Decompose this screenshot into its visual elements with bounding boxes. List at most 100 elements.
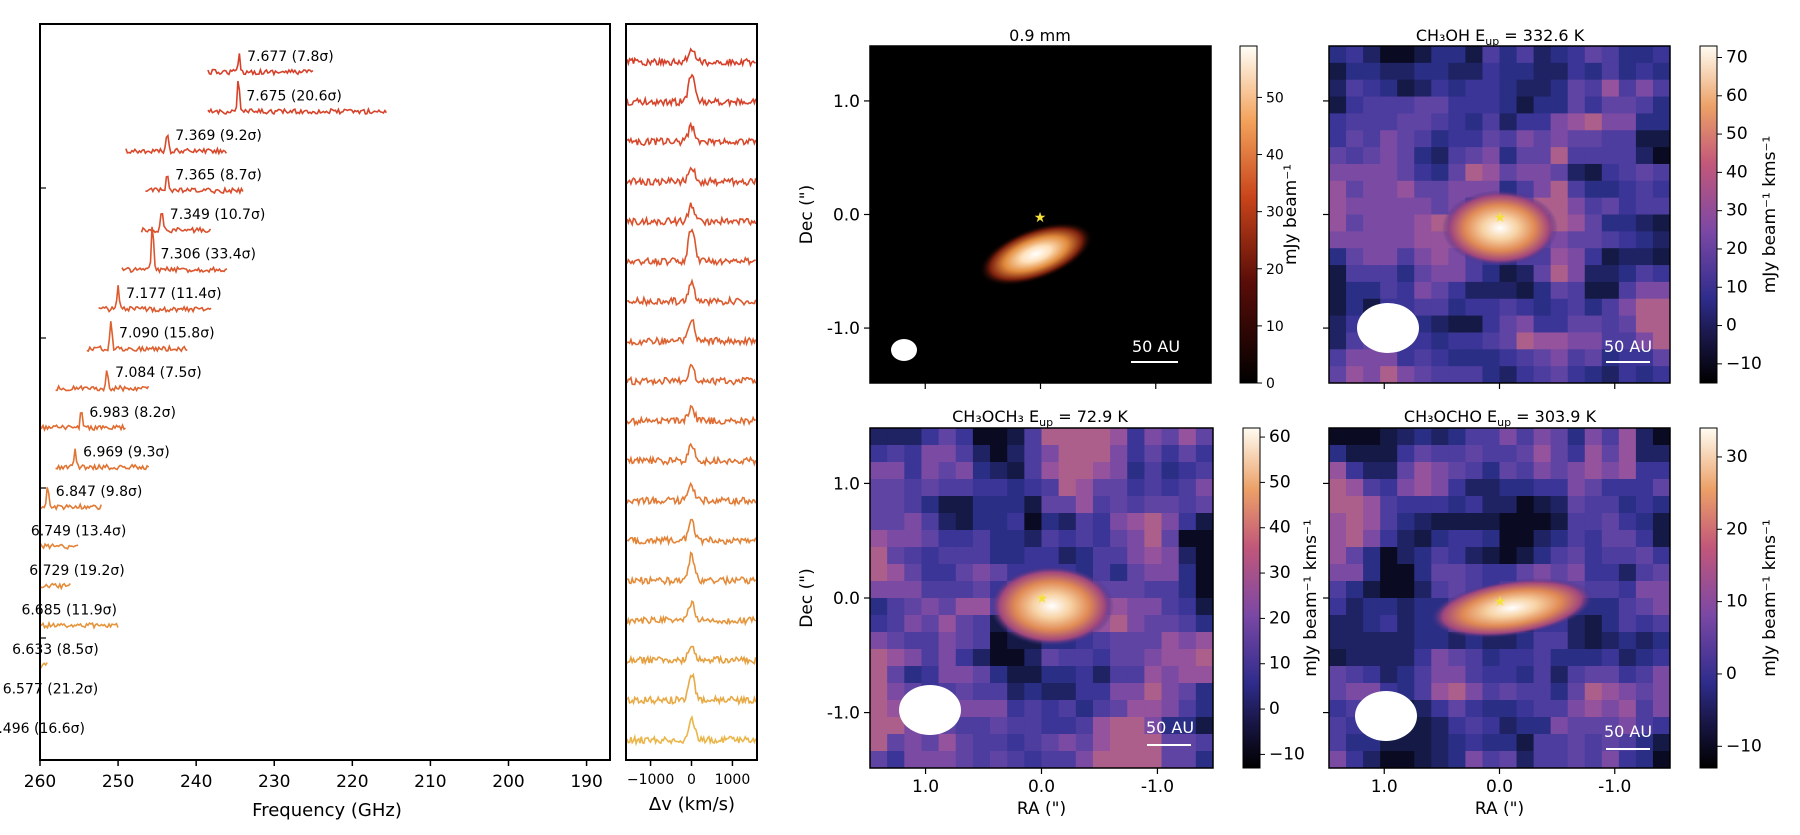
colorbar-tick-label: 40 <box>1269 518 1291 538</box>
map-x-tick-label: 0.0 <box>1486 777 1513 797</box>
colorbar-tick-label: 20 <box>1726 239 1748 259</box>
velocity-trace <box>626 645 757 666</box>
spectrum-trace <box>40 411 126 433</box>
colorbars: 0 10 20 30 40 50 mJy beam⁻¹ −10 0 10 20 30 40 50 60 70 m… <box>1239 45 1780 769</box>
source-star-icon: ★ <box>1494 210 1507 226</box>
velocity-trace <box>626 121 757 148</box>
colorbar-tick-label: 20 <box>1269 608 1291 628</box>
colorbar-tick-label: 0 <box>1266 376 1275 392</box>
map-y-tick-label: 1.0 <box>833 474 860 494</box>
spectrum-label: 7.349 (10.7σ) <box>170 207 266 223</box>
map-x-tick-label: 1.0 <box>912 777 939 797</box>
colorbar-label: mJy beam⁻¹ kms⁻¹ <box>1760 136 1780 294</box>
spectrum-label: 6.729 (19.2σ) <box>29 563 125 579</box>
colorbar-tick-label: 0 <box>1726 316 1737 336</box>
velocity-trace <box>626 166 757 188</box>
colorbar-tick-label: 20 <box>1266 262 1284 278</box>
colorbar-label: mJy beam⁻¹ kms⁻¹ <box>1760 519 1780 677</box>
colorbar-tick-label: 30 <box>1726 447 1748 467</box>
spectra-x-tick-label: 210 <box>414 772 446 792</box>
map-continuum-title: 0.9 mm <box>1009 26 1071 45</box>
colorbar-tick-label: −10 <box>1726 354 1762 374</box>
spectrum-trace <box>98 285 212 314</box>
spectrum-trace <box>40 542 79 550</box>
map-x-tick-label: -1.0 <box>1141 777 1174 797</box>
spectra-line-labels: 7.677 (7.8σ) 7.675 (20.6σ) 7.369 (9.2σ) 7.3… <box>0 49 342 737</box>
spectrum-trace <box>121 226 228 275</box>
colorbar-tick-label: 60 <box>1726 86 1748 106</box>
spectra-x-tick-label: 260 <box>24 772 56 792</box>
spectrum-trace <box>55 370 150 393</box>
spectrum-label: 7.677 (7.8σ) <box>247 49 334 65</box>
map-ch3och3-beam <box>899 685 961 735</box>
colorbar-label: mJy beam⁻¹ <box>1281 164 1301 265</box>
spectrum-trace <box>40 620 119 630</box>
map-ch3ocho-image <box>1329 428 1670 768</box>
spectrum-trace <box>40 487 102 511</box>
map-continuum-image <box>870 46 1211 383</box>
colorbar-tick-label: 10 <box>1726 277 1748 297</box>
colorbar-tick-label: 0 <box>1726 664 1737 684</box>
spectra-traces <box>40 53 388 669</box>
colorbar <box>1239 45 1258 384</box>
map-x-tick-label: 0.0 <box>1028 777 1055 797</box>
map-ch3ocho: CH₃OCHO Eup = 303.9 K 50 AU ★ <box>1328 407 1671 769</box>
colorbar <box>1699 45 1718 384</box>
map-x-tick-label: -1.0 <box>1598 777 1631 797</box>
spectrum-label: 7.675 (20.6σ) <box>246 89 342 105</box>
source-star-icon: ★ <box>1036 591 1049 607</box>
spectrum-trace <box>86 321 188 353</box>
ch3och3-emission <box>990 566 1114 646</box>
velocity-xlabel: Δv (km/s) <box>649 794 735 815</box>
colorbar-tick-label: 60 <box>1269 427 1291 447</box>
map-y-tick-label: -1.0 <box>827 704 860 724</box>
spectrum-label: 6.496 (16.6σ) <box>0 721 85 737</box>
spectrum-label: 6.847 (9.8σ) <box>56 484 143 500</box>
map-ch3ocho-scalebar-label: 50 AU <box>1604 722 1652 741</box>
velocity-x-tick-label: −1000 <box>627 772 674 788</box>
source-star-icon: ★ <box>1034 210 1047 226</box>
colorbar-tick-label: 10 <box>1726 592 1748 612</box>
velocity-trace <box>626 518 757 547</box>
velocity-trace <box>626 672 757 707</box>
map-ylabel: Dec (") <box>797 568 817 627</box>
velocity-trace <box>626 481 757 508</box>
map-ch3oh-image <box>1329 46 1670 383</box>
colorbar-tick-label: 50 <box>1266 90 1284 106</box>
spectrum-label: 6.749 (13.4σ) <box>31 523 127 539</box>
colorbar-tick-label: 10 <box>1269 654 1291 674</box>
colorbar-tick-label: 30 <box>1726 201 1748 221</box>
spectra-x-tick-label: 250 <box>102 772 134 792</box>
map-continuum-scalebar-label: 50 AU <box>1132 337 1180 356</box>
map-x-tick-label: 1.0 <box>1371 777 1398 797</box>
source-star-icon: ★ <box>1494 594 1507 610</box>
velocity-x-tick-label: 0 <box>687 772 696 788</box>
spectra-x-tick-label: 240 <box>180 772 212 792</box>
spectrum-label: 6.685 (11.9σ) <box>21 602 117 618</box>
velocity-traces <box>626 47 757 747</box>
spectrum-label: 6.633 (8.5σ) <box>12 642 99 658</box>
spectra-x-tick-label: 200 <box>492 772 524 792</box>
velocity-x-tick-label: 1000 <box>715 772 751 788</box>
map-ch3och3-scalebar-label: 50 AU <box>1146 718 1194 737</box>
continuum-emission <box>978 222 1094 286</box>
map-ch3och3: CH₃OCH₃ Eup = 72.9 K 50 AU ★ <box>869 407 1214 769</box>
spectrum-trace <box>125 133 228 156</box>
map-ch3och3-title: CH₃OCH₃ Eup = 72.9 K <box>952 407 1128 429</box>
spectra-panel: 7.677 (7.8σ) 7.675 (20.6σ) 7.369 (9.2σ) 7.3… <box>0 23 611 821</box>
colorbar-tick-label: 20 <box>1726 519 1748 539</box>
velocity-trace <box>626 319 757 347</box>
spectrum-label: 7.306 (33.4σ) <box>160 247 256 263</box>
velocity-trace <box>626 442 757 467</box>
spectra-xlabel: Frequency (GHz) <box>252 800 402 821</box>
spectrum-label: 7.090 (15.8σ) <box>119 326 215 342</box>
spectra-x-ticks: 260 250 240 230 220 210 200 190 <box>24 187 603 792</box>
velocity-axes-frame <box>625 23 758 761</box>
map-ch3oh: CH₃OH Eup = 332.6 K 50 AU ★ <box>1328 26 1671 384</box>
spectrum-trace <box>207 80 388 116</box>
velocity-x-ticks: −1000 0 1000 <box>627 760 750 788</box>
velocity-trace <box>626 404 757 427</box>
colorbar <box>1242 427 1261 769</box>
map-ch3oh-scalebar-label: 50 AU <box>1604 337 1652 356</box>
map-continuum-beam <box>891 339 917 361</box>
